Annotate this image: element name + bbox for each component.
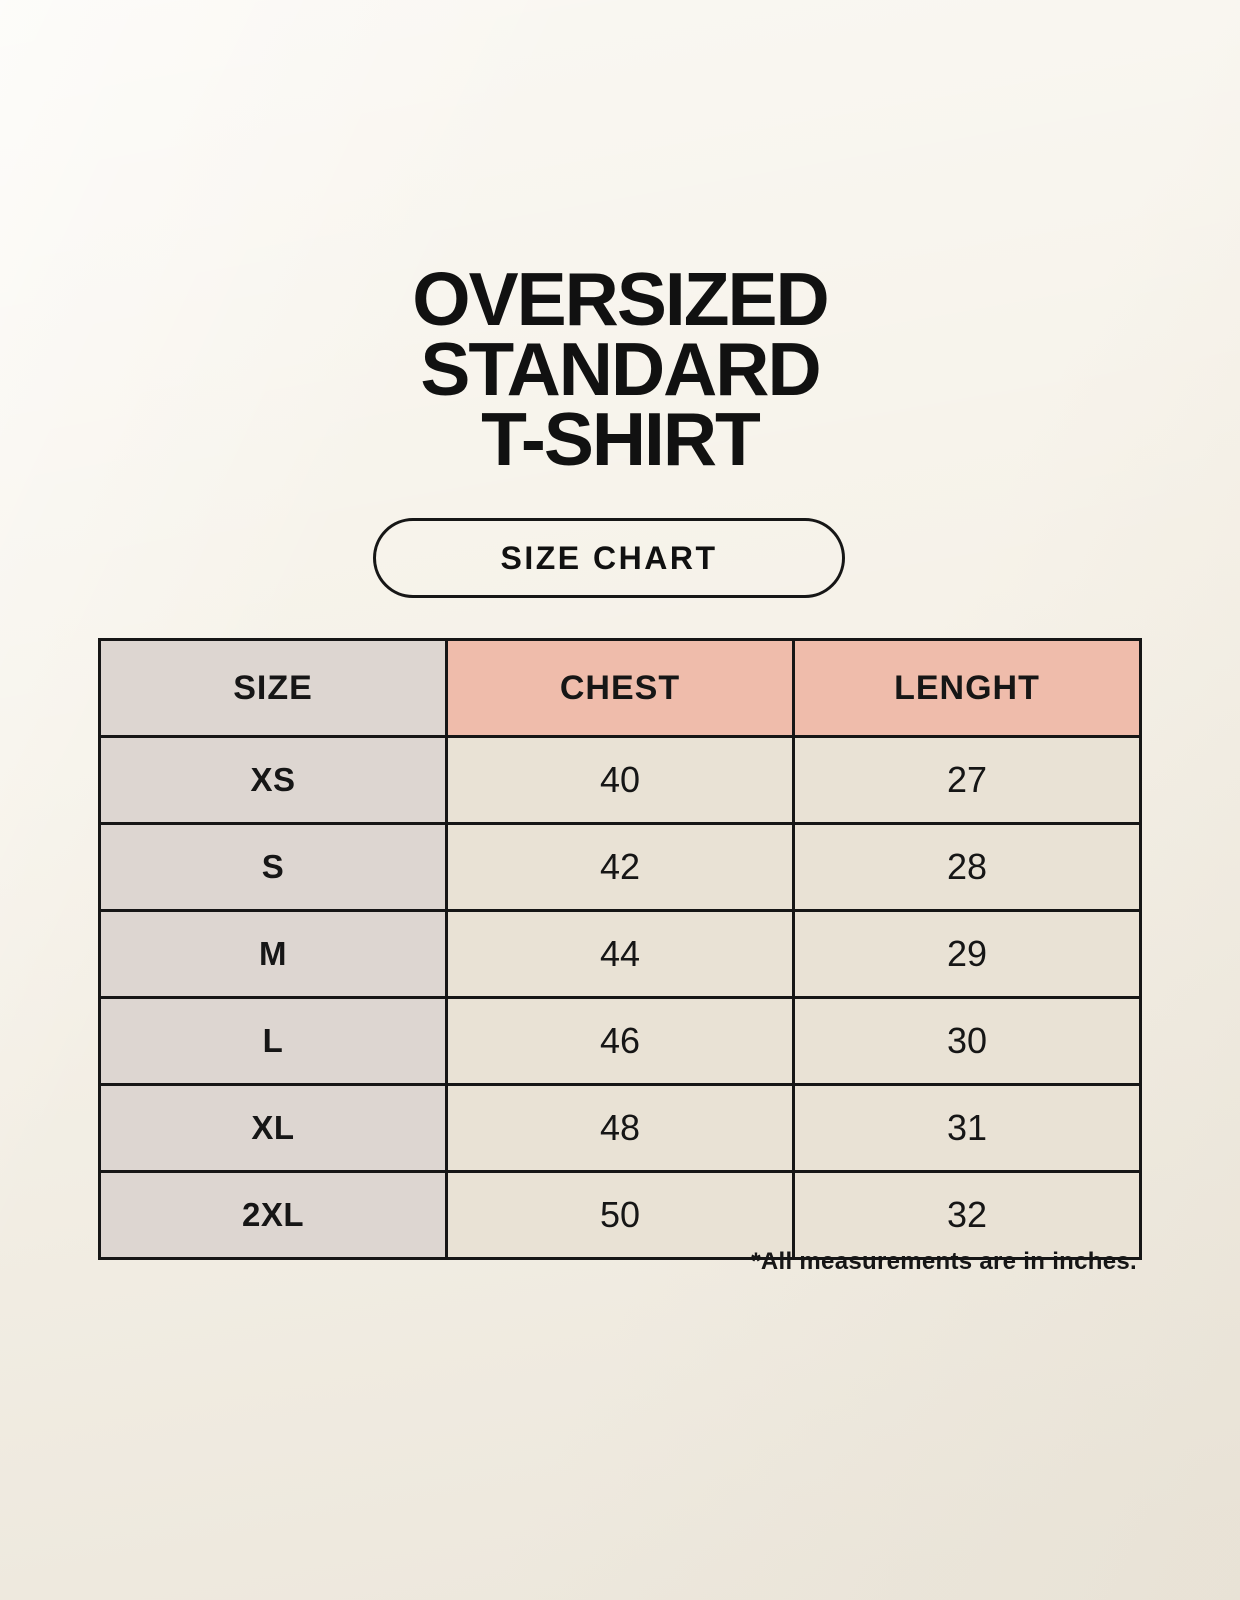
chest-cell: 42 xyxy=(445,822,795,912)
page-title-line: OVERSIZED xyxy=(412,257,829,341)
page-title-line: STANDARD xyxy=(420,327,821,411)
page-title-line: T-SHIRT xyxy=(481,397,761,481)
length-cell: 31 xyxy=(792,1083,1142,1173)
chest-cell: 48 xyxy=(445,1083,795,1173)
length-cell: 28 xyxy=(792,822,1142,912)
size-cell: M xyxy=(98,909,448,999)
table-row-l: L 46 30 xyxy=(98,996,1142,1086)
table-row-xl: XL 48 31 xyxy=(98,1083,1142,1173)
size-chart-button-label: SIZE CHART xyxy=(500,539,718,576)
size-cell: L xyxy=(98,996,448,1086)
chest-cell: 44 xyxy=(445,909,795,999)
size-cell: XS xyxy=(98,735,448,825)
length-cell: 30 xyxy=(792,996,1142,1086)
table-row-2xl: 2XL 50 32 xyxy=(98,1170,1142,1260)
table-row-s: S 42 28 xyxy=(98,822,1142,912)
measurements-note: *All measurements are in inches. xyxy=(751,1248,1137,1275)
table-row-m: M 44 29 xyxy=(98,909,1142,999)
length-cell: 32 xyxy=(792,1170,1142,1260)
table-row-xs: XS 40 27 xyxy=(98,735,1142,825)
size-cell: XL xyxy=(98,1083,448,1173)
column-header-size: SIZE xyxy=(98,638,448,738)
size-chart-button[interactable]: SIZE CHART xyxy=(373,518,845,598)
page-title: OVERSIZED STANDARD T-SHIRT xyxy=(0,257,1240,481)
size-cell: 2XL xyxy=(98,1170,448,1260)
table-header-row: SIZE CHEST LENGHT xyxy=(98,638,1142,738)
chest-cell: 46 xyxy=(445,996,795,1086)
size-cell: S xyxy=(98,822,448,912)
chest-cell: 50 xyxy=(445,1170,795,1260)
chest-cell: 40 xyxy=(445,735,795,825)
length-cell: 27 xyxy=(792,735,1142,825)
column-header-length: LENGHT xyxy=(792,638,1142,738)
size-chart-table: SIZE CHEST LENGHT XS 40 27 S 42 28 M 44 … xyxy=(98,638,1142,1260)
column-header-chest: CHEST xyxy=(445,638,795,738)
length-cell: 29 xyxy=(792,909,1142,999)
